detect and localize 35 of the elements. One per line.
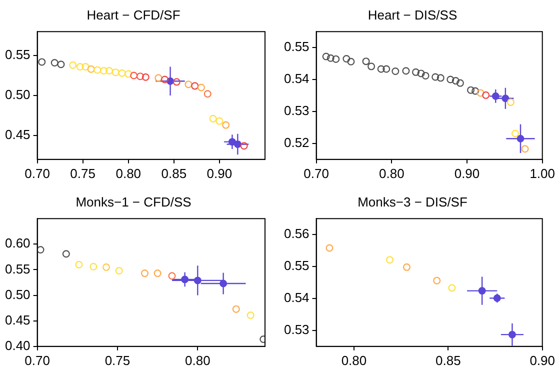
y-tick-label: 0.50 — [4, 87, 30, 102]
x-tick-label: 0.80 — [116, 166, 142, 181]
x-tick-label: 0.70 — [304, 166, 329, 181]
y-tick-label: 0.53 — [284, 103, 310, 118]
x-tick-label: 0.90 — [454, 166, 480, 181]
x-tick-label: 0.90 — [206, 166, 232, 181]
y-tick-label: 0.55 — [284, 39, 310, 54]
chart-title: Monks−1 − CFD/SS — [76, 194, 192, 210]
y-tick-label: 0.40 — [4, 338, 30, 353]
y-tick-label: 0.45 — [4, 312, 30, 328]
x-tick-label: 0.85 — [161, 166, 187, 181]
chart-title: Heart − CFD/SF — [86, 7, 180, 22]
y-tick-label: 0.54 — [284, 290, 310, 306]
y-tick-label: 0.60 — [4, 236, 30, 251]
y-tick-label: 0.55 — [4, 261, 30, 276]
x-tick-label: 0.75 — [70, 166, 96, 181]
y-tick-label: 0.55 — [284, 258, 310, 274]
x-tick-label: 0.80 — [184, 352, 210, 368]
y-tick-label: 0.53 — [284, 322, 310, 338]
y-tick-label: 0.55 — [4, 47, 30, 62]
x-tick-label: 0.75 — [104, 352, 130, 368]
chart-title: Heart − DIS/SS — [368, 7, 458, 22]
y-tick-label: 0.52 — [284, 135, 310, 150]
y-tick-label: 0.56 — [284, 226, 310, 242]
y-tick-label: 0.45 — [4, 127, 30, 142]
x-tick-label: 0.80 — [378, 166, 404, 181]
x-tick-label: 0.80 — [341, 352, 367, 368]
x-tick-label: 0.90 — [530, 352, 556, 368]
x-tick-label: 1.00 — [530, 166, 556, 181]
chart-title: Monks−3 − DIS/SF — [358, 194, 468, 210]
x-tick-label: 0.70 — [24, 166, 50, 181]
x-tick-label: 0.70 — [24, 352, 50, 368]
x-tick-label: 0.85 — [436, 352, 461, 368]
y-tick-label: 0.50 — [4, 286, 30, 302]
y-tick-label: 0.54 — [284, 71, 310, 86]
